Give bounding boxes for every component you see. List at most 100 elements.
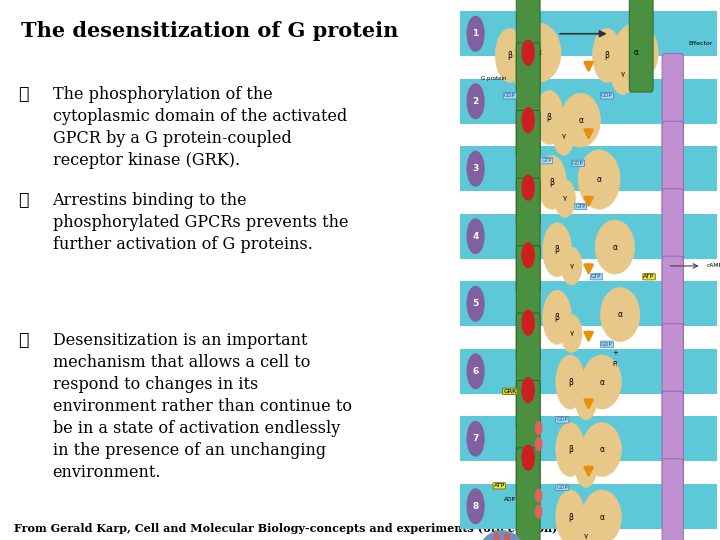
FancyBboxPatch shape: [516, 448, 540, 540]
Text: α: α: [599, 377, 604, 387]
FancyBboxPatch shape: [516, 245, 540, 362]
Text: α: α: [634, 48, 639, 57]
Ellipse shape: [537, 156, 566, 209]
Circle shape: [522, 108, 534, 133]
Text: β: β: [568, 377, 572, 387]
Text: β: β: [568, 445, 572, 454]
FancyBboxPatch shape: [516, 110, 540, 227]
Text: α: α: [599, 512, 604, 522]
Circle shape: [467, 354, 484, 389]
Ellipse shape: [495, 28, 524, 82]
Text: GDP: GDP: [557, 417, 568, 422]
FancyBboxPatch shape: [662, 256, 683, 352]
Text: ATP: ATP: [644, 274, 654, 279]
Circle shape: [467, 489, 484, 524]
Circle shape: [522, 445, 534, 470]
Circle shape: [467, 151, 484, 186]
Text: γ: γ: [563, 195, 567, 201]
Text: Desensitization is an important
mechanism that allows a cell to
respond to chang: Desensitization is an important mechanis…: [53, 332, 351, 481]
Ellipse shape: [535, 90, 564, 144]
Text: γ: γ: [584, 465, 588, 471]
Circle shape: [505, 534, 510, 540]
Text: cAMP: cAMP: [707, 264, 720, 268]
Ellipse shape: [516, 23, 561, 82]
Ellipse shape: [582, 490, 621, 540]
Text: γ: γ: [621, 71, 625, 77]
Ellipse shape: [478, 530, 526, 540]
FancyBboxPatch shape: [629, 0, 653, 92]
FancyBboxPatch shape: [460, 416, 717, 461]
Circle shape: [536, 421, 542, 434]
Ellipse shape: [582, 355, 621, 409]
FancyBboxPatch shape: [516, 0, 540, 92]
FancyBboxPatch shape: [516, 313, 540, 430]
Text: GTP: GTP: [591, 274, 602, 279]
Circle shape: [522, 40, 534, 65]
Text: β: β: [546, 113, 552, 122]
Text: α: α: [599, 445, 604, 454]
Ellipse shape: [600, 287, 640, 342]
Ellipse shape: [595, 220, 634, 274]
FancyBboxPatch shape: [662, 324, 683, 419]
Text: ✓: ✓: [18, 86, 29, 103]
Ellipse shape: [543, 291, 572, 345]
FancyBboxPatch shape: [460, 349, 717, 394]
Text: γ: γ: [584, 533, 588, 539]
FancyBboxPatch shape: [516, 43, 540, 160]
Text: 6: 6: [472, 367, 479, 376]
Circle shape: [522, 243, 534, 268]
Circle shape: [467, 421, 484, 456]
Ellipse shape: [611, 54, 634, 94]
Text: GTP: GTP: [541, 158, 552, 163]
Text: G protein: G protein: [481, 76, 507, 80]
Text: 5: 5: [472, 299, 479, 308]
Text: 3: 3: [472, 164, 479, 173]
Ellipse shape: [556, 355, 585, 409]
Text: 7: 7: [472, 434, 479, 443]
Text: GDP: GDP: [572, 161, 584, 166]
Text: β: β: [549, 178, 554, 187]
Text: 1: 1: [472, 29, 479, 38]
Ellipse shape: [578, 150, 620, 209]
Circle shape: [494, 534, 499, 540]
Ellipse shape: [556, 490, 585, 540]
Text: Effector: Effector: [688, 40, 713, 45]
Text: GDP: GDP: [504, 93, 516, 98]
Text: β: β: [605, 51, 609, 60]
Circle shape: [536, 437, 542, 450]
Ellipse shape: [513, 54, 537, 94]
Ellipse shape: [556, 422, 585, 476]
Text: GRK: GRK: [503, 389, 516, 394]
Ellipse shape: [582, 422, 621, 476]
FancyBboxPatch shape: [460, 79, 717, 124]
Ellipse shape: [553, 117, 574, 155]
FancyBboxPatch shape: [460, 484, 717, 529]
Text: From Gerald Karp, Cell and Molecular Biology-concepts and experiments (6th editi: From Gerald Karp, Cell and Molecular Bio…: [14, 523, 557, 534]
FancyBboxPatch shape: [460, 146, 717, 192]
Text: β: β: [508, 51, 512, 60]
FancyBboxPatch shape: [516, 178, 540, 295]
Text: β: β: [554, 245, 559, 254]
Text: γ: γ: [570, 263, 574, 269]
FancyBboxPatch shape: [662, 53, 683, 148]
Text: The desensitization of G protein: The desensitization of G protein: [21, 21, 398, 40]
Text: α: α: [578, 116, 583, 125]
Text: γ: γ: [562, 133, 566, 139]
Ellipse shape: [561, 314, 582, 352]
Ellipse shape: [554, 180, 575, 217]
Text: GTP: GTP: [575, 204, 586, 209]
Ellipse shape: [575, 382, 596, 420]
Text: β: β: [568, 512, 572, 522]
Circle shape: [467, 84, 484, 118]
Text: GDP: GDP: [557, 485, 568, 490]
Text: β: β: [554, 313, 559, 322]
Text: Arrestins binding to the
phosphorylated GPCRs prevents the
further activation of: Arrestins binding to the phosphorylated …: [53, 192, 348, 253]
FancyBboxPatch shape: [460, 214, 717, 259]
Text: 2: 2: [472, 97, 479, 106]
Text: ADP: ADP: [504, 497, 516, 502]
Text: ✓: ✓: [18, 332, 29, 349]
Text: GDP: GDP: [601, 342, 613, 347]
Ellipse shape: [593, 28, 621, 82]
Text: 8: 8: [472, 502, 479, 511]
Text: γ: γ: [523, 71, 528, 77]
